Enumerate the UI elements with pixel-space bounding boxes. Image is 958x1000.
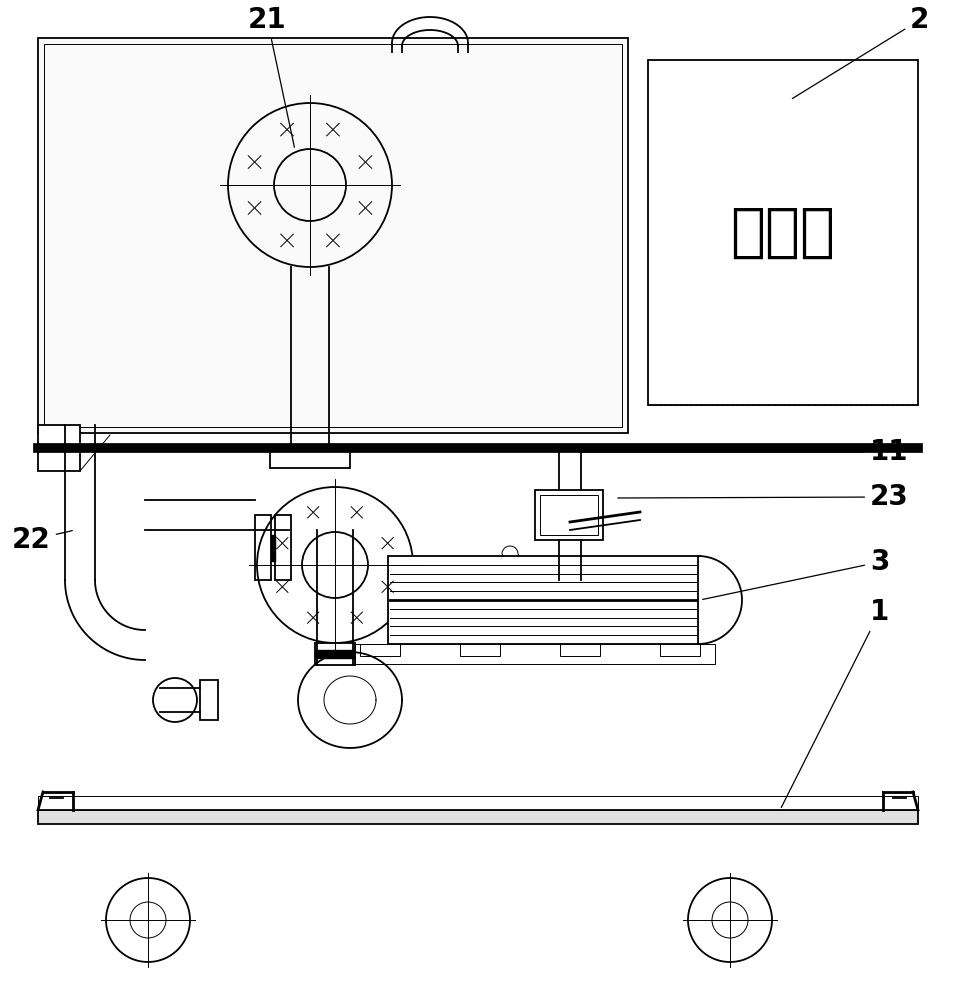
Bar [38,796,918,810]
Bar [38,810,918,824]
Bar [540,495,598,535]
Bar [535,490,603,540]
Text: 23: 23 [618,483,909,511]
Polygon shape [315,650,355,658]
Bar [270,448,350,468]
Text: 2: 2 [792,6,929,99]
Bar [660,644,700,656]
Polygon shape [271,534,275,560]
Bar [388,556,698,644]
Text: 21: 21 [248,6,294,147]
Bar [38,425,80,471]
Bar [38,38,628,433]
Text: 1: 1 [781,598,889,808]
Text: 控制柜: 控制柜 [731,204,835,261]
Bar [355,644,715,664]
Bar [200,680,218,720]
Bar [315,643,355,665]
Bar [560,644,600,656]
Bar [255,515,271,580]
Bar [44,44,622,427]
Bar [460,644,500,656]
Text: 3: 3 [703,548,889,599]
Bar [360,644,400,656]
Text: 22: 22 [12,526,72,554]
Bar [648,60,918,405]
Text: 11: 11 [578,438,908,466]
Bar [275,515,291,580]
